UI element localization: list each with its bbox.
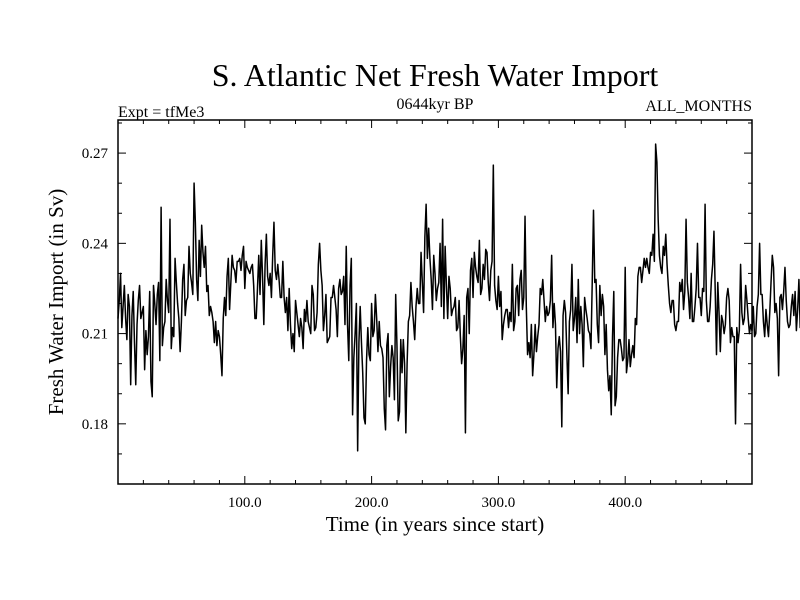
period-label: 0644kyr BP xyxy=(397,96,474,113)
y-axis-label: Fresh Water Import (in Sv) xyxy=(44,189,68,416)
experiment-label: Expt = tfMe3 xyxy=(118,104,204,121)
chart-title: S. Atlantic Net Fresh Water Import xyxy=(212,57,659,93)
y-axis: 0.18 0.21 0.24 0.27 xyxy=(82,122,752,455)
y-tick-label: 0.27 xyxy=(82,146,109,162)
y-tick-label: 0.24 xyxy=(82,236,109,252)
x-tick-label: 400.0 xyxy=(608,495,642,511)
series-line xyxy=(117,143,800,452)
x-tick-label: 200.0 xyxy=(355,495,389,511)
plot-frame xyxy=(117,119,753,485)
y-tick-label: 0.18 xyxy=(82,417,108,433)
y-tick-label: 0.21 xyxy=(82,327,108,343)
x-tick-label: 300.0 xyxy=(482,495,516,511)
x-axis: 100.0 200.0 300.0 400.0 xyxy=(142,120,728,511)
months-label: ALL_MONTHS xyxy=(645,98,752,115)
x-tick-label: 100.0 xyxy=(228,495,262,511)
x-axis-label: Time (in years since start) xyxy=(326,512,545,536)
